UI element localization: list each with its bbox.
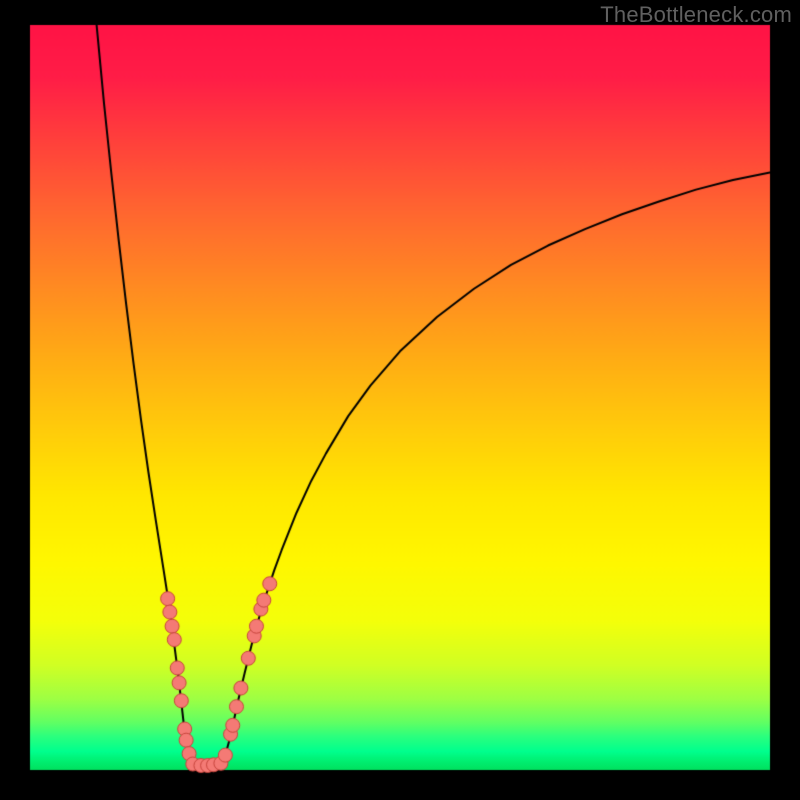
watermark-text: TheBottleneck.com	[600, 2, 792, 28]
chart-stage: TheBottleneck.com	[0, 0, 800, 800]
bottleneck-curve-chart	[0, 0, 800, 800]
